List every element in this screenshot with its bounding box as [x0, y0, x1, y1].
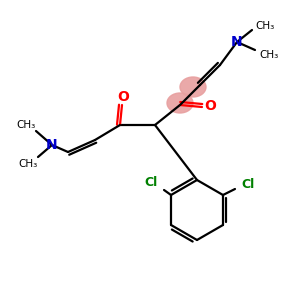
Text: Cl: Cl: [144, 176, 158, 190]
Text: CH₃: CH₃: [260, 50, 279, 60]
Text: O: O: [204, 99, 216, 113]
Text: CH₃: CH₃: [18, 159, 38, 169]
Text: Cl: Cl: [242, 178, 255, 190]
Ellipse shape: [180, 77, 206, 97]
Text: N: N: [231, 35, 243, 49]
Text: CH₃: CH₃: [255, 21, 274, 31]
Text: O: O: [117, 90, 129, 104]
Ellipse shape: [167, 93, 193, 113]
Text: N: N: [46, 138, 58, 152]
Text: CH₃: CH₃: [16, 120, 36, 130]
